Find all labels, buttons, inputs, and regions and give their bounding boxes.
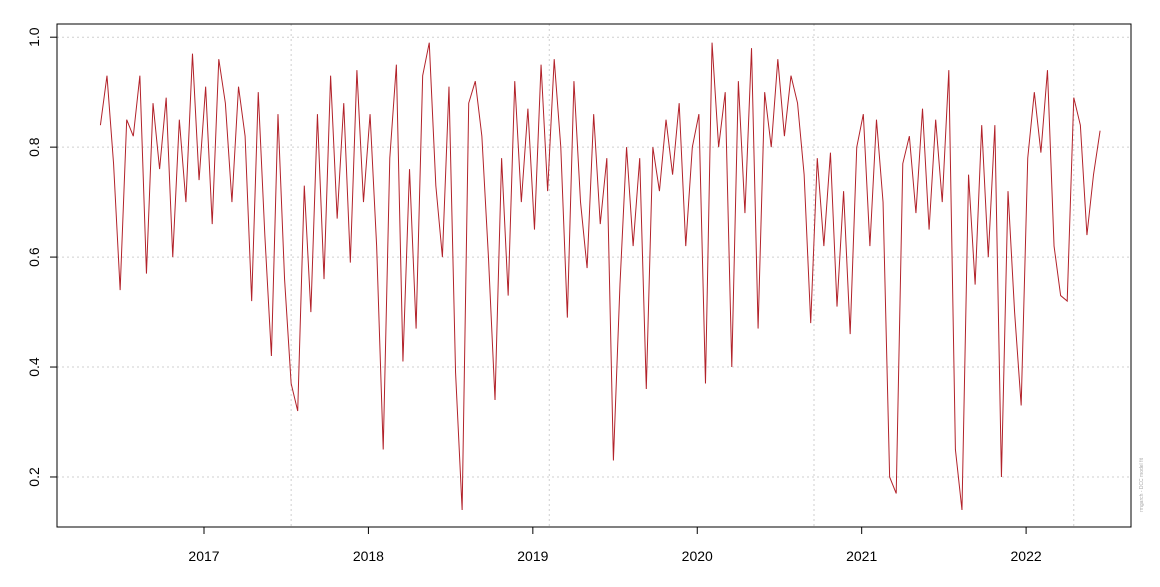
y-tick-label: 0.6 <box>26 247 42 267</box>
x-tick-label: 2017 <box>188 548 219 564</box>
x-tick-label: 2018 <box>353 548 384 564</box>
x-tick-label: 2020 <box>682 548 713 564</box>
watermark: rmgarch - DCC model fit <box>1139 457 1145 512</box>
x-tick-label: 2019 <box>517 548 548 564</box>
plot-frame <box>56 23 1132 528</box>
y-tick-label: 0.2 <box>26 467 42 487</box>
x-tick-label: 2021 <box>846 548 877 564</box>
y-tick-label: 1.0 <box>26 27 42 47</box>
y-tick-label: 0.4 <box>26 357 42 377</box>
x-tick-label: 2022 <box>1011 548 1042 564</box>
y-tick-label: 0.8 <box>26 137 42 157</box>
series-line <box>99 42 1101 511</box>
